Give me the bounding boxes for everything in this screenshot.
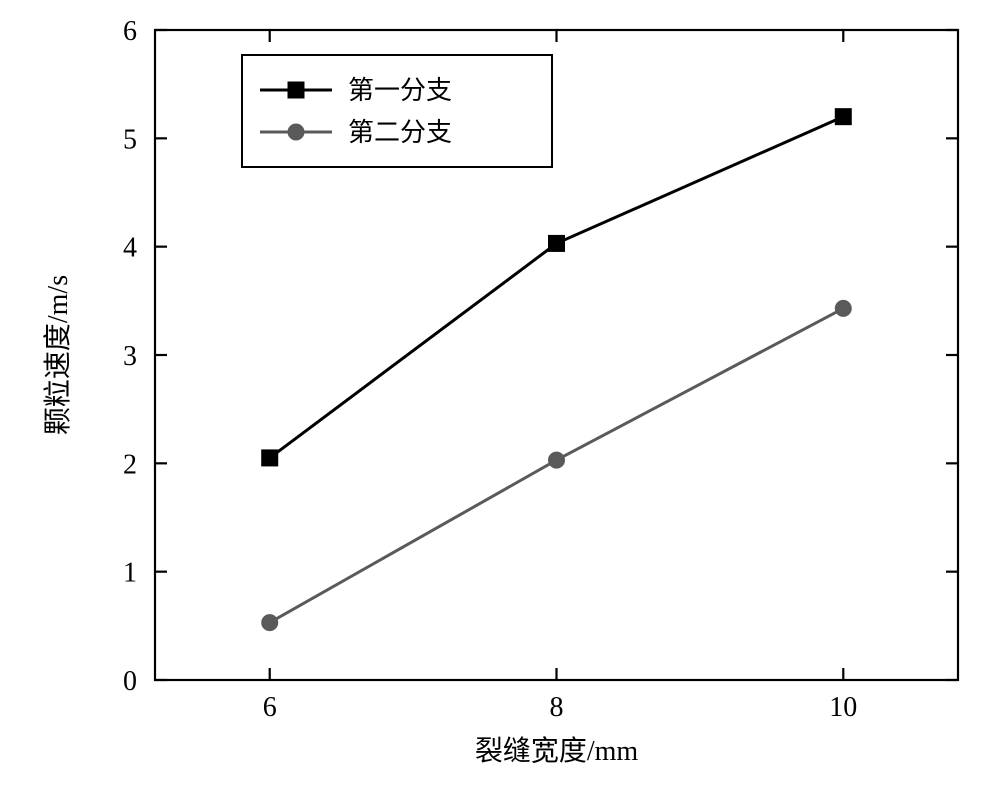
y-axis-label: 颗粒速度/m/s [42,275,74,435]
x-tick-label: 6 [263,692,277,723]
line-chart: 6 8 10 0 1 2 3 4 5 6 裂缝宽度/mm 颗粒速度/m/s 第一分支第二分支 [0,0,1000,785]
y-tick-label: 2 [123,449,137,480]
series-marker [262,450,278,466]
legend-marker [288,124,304,140]
y-tick-label: 0 [123,666,137,697]
series-marker [549,235,565,251]
chart-container: 6 8 10 0 1 2 3 4 5 6 裂缝宽度/mm 颗粒速度/m/s 第一分支第二分支 [0,0,1000,785]
x-axis-label: 裂缝宽度/mm [475,735,639,767]
series-marker [262,615,278,631]
series-marker [549,452,565,468]
x-tick-label: 8 [550,692,564,723]
y-tick-label: 5 [123,124,137,155]
legend-label: 第二分支 [348,118,452,147]
x-tick-label: 10 [829,692,857,723]
legend-marker [288,82,304,98]
legend-label: 第一分支 [348,76,452,105]
legend-box [242,55,552,167]
y-tick-label: 4 [123,233,137,264]
y-tick-label: 1 [123,558,137,589]
y-tick-label: 6 [123,16,137,47]
y-tick-label: 3 [123,341,137,372]
series-marker [835,109,851,125]
series-marker [835,300,851,316]
